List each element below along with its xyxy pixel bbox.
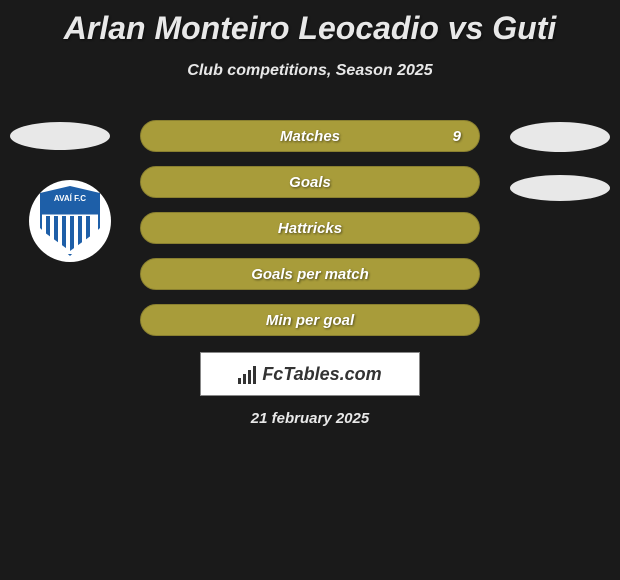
- stat-bar-goals-per-match: Goals per match: [140, 258, 480, 290]
- stat-bar-matches: Matches 9: [140, 120, 480, 152]
- stat-bar-hattricks: Hattricks: [140, 212, 480, 244]
- stats-container: Matches 9 Goals Hattricks Goals per matc…: [140, 120, 480, 350]
- player-left-avatar: [10, 122, 110, 150]
- stat-label: Min per goal: [266, 312, 354, 329]
- comparison-title: Arlan Monteiro Leocadio vs Guti: [0, 0, 620, 47]
- stat-label: Goals: [289, 174, 331, 191]
- stat-value: 9: [453, 128, 461, 145]
- player-right-club-avatar: [510, 175, 610, 201]
- date-footer: 21 february 2025: [251, 410, 369, 427]
- stat-label: Hattricks: [278, 220, 342, 237]
- chart-icon: [238, 364, 258, 384]
- stat-label: Matches: [280, 128, 340, 145]
- stat-bar-min-per-goal: Min per goal: [140, 304, 480, 336]
- branding-text: FcTables.com: [262, 364, 381, 385]
- player-right-avatar: [510, 122, 610, 152]
- club-logo-text: AVAÍ F.C: [54, 194, 86, 203]
- stat-bar-goals: Goals: [140, 166, 480, 198]
- club-logo: AVAÍ F.C: [29, 180, 111, 262]
- comparison-subtitle: Club competitions, Season 2025: [0, 62, 620, 80]
- stat-label: Goals per match: [251, 266, 369, 283]
- branding-box[interactable]: FcTables.com: [200, 352, 420, 396]
